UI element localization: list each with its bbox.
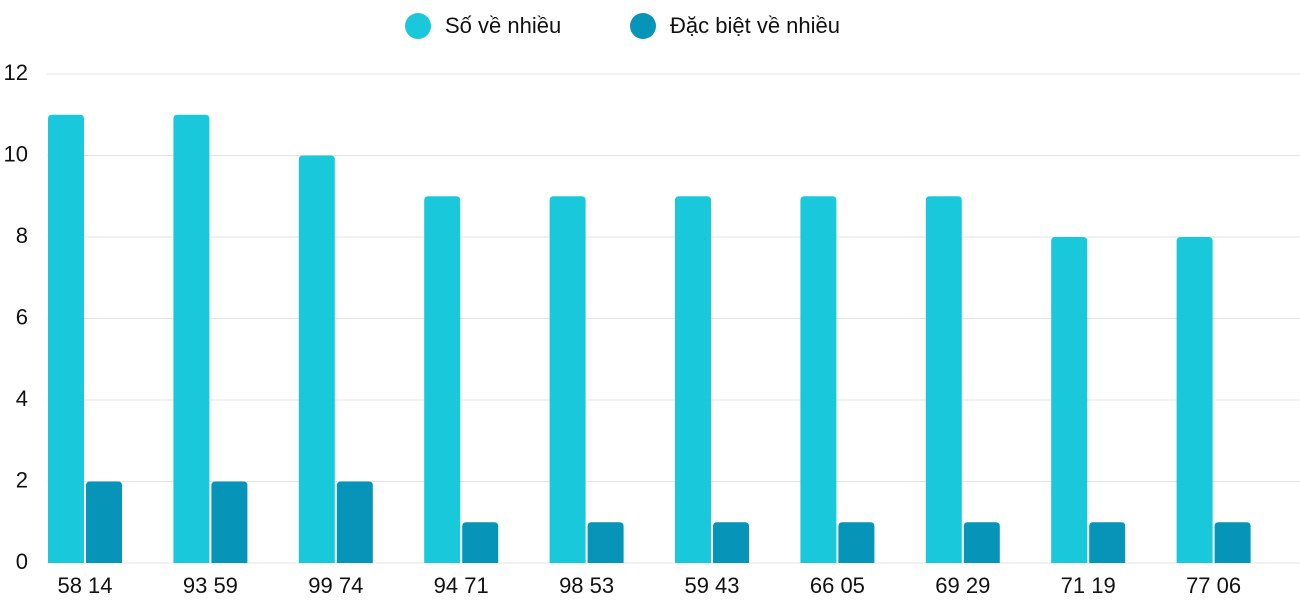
bar bbox=[173, 114, 210, 563]
bar bbox=[1176, 237, 1213, 563]
bar bbox=[587, 522, 624, 563]
bar bbox=[1051, 237, 1088, 563]
x-tick-label: 58 14 bbox=[57, 573, 112, 598]
legend-label: Đặc biệt về nhiều bbox=[670, 13, 840, 38]
x-tick-label: 77 06 bbox=[1186, 573, 1241, 598]
y-tick-label: 2 bbox=[16, 467, 28, 492]
x-tick-label: 93 59 bbox=[183, 573, 238, 598]
bar bbox=[713, 522, 749, 563]
y-tick-label: 10 bbox=[4, 141, 28, 166]
y-tick-label: 4 bbox=[16, 386, 28, 411]
legend-marker bbox=[630, 13, 656, 39]
x-tick-label: 66 05 bbox=[810, 573, 865, 598]
bar bbox=[298, 155, 335, 563]
bar bbox=[462, 522, 499, 563]
y-tick-label: 8 bbox=[16, 223, 28, 248]
x-tick-label: 69 29 bbox=[935, 573, 990, 598]
legend-marker bbox=[405, 13, 431, 39]
bar bbox=[800, 196, 837, 563]
bar bbox=[86, 481, 122, 563]
bar bbox=[838, 522, 875, 563]
x-tick-label: 99 74 bbox=[308, 573, 363, 598]
bar bbox=[1089, 522, 1126, 563]
x-tick-label: 94 71 bbox=[434, 573, 489, 598]
bar bbox=[48, 114, 84, 563]
y-tick-label: 6 bbox=[16, 304, 28, 329]
bar bbox=[1214, 522, 1251, 563]
bar bbox=[925, 196, 962, 563]
bar bbox=[675, 196, 711, 563]
x-tick-label: 98 53 bbox=[559, 573, 614, 598]
x-tick-label: 59 43 bbox=[684, 573, 739, 598]
legend-label: Số về nhiều bbox=[445, 13, 561, 38]
bar bbox=[336, 481, 373, 563]
bar bbox=[963, 522, 1000, 563]
y-tick-label: 0 bbox=[16, 549, 28, 574]
bar bbox=[211, 481, 248, 563]
y-tick-label: 12 bbox=[4, 60, 28, 85]
bar bbox=[549, 196, 586, 563]
x-tick-label: 71 19 bbox=[1061, 573, 1116, 598]
bar bbox=[424, 196, 461, 563]
